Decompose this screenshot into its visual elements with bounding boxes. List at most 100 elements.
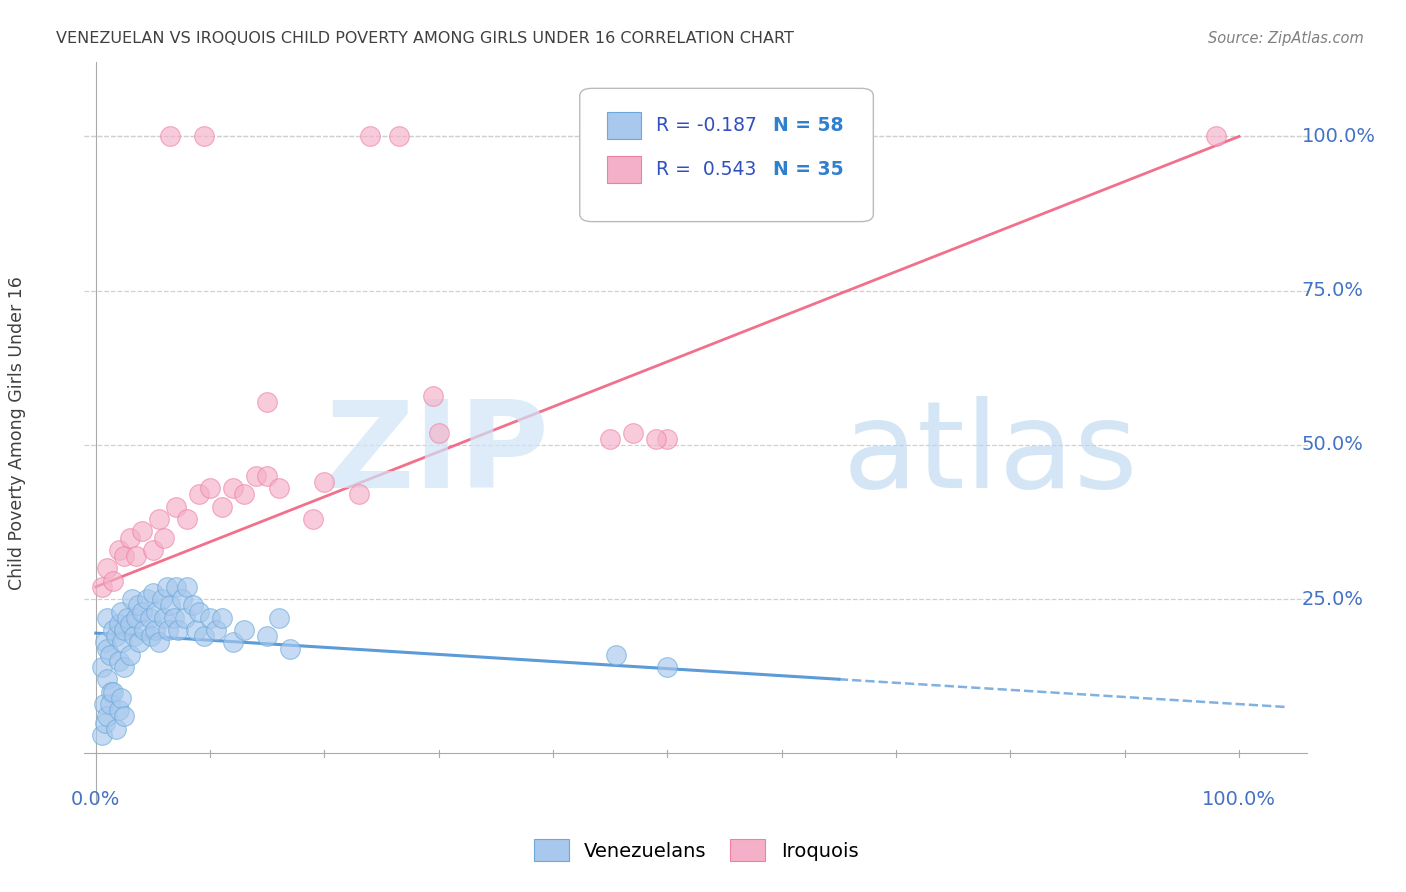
Point bbox=[98, 648, 121, 662]
Point bbox=[143, 623, 166, 637]
Point bbox=[233, 487, 256, 501]
Text: VENEZUELAN VS IROQUOIS CHILD POVERTY AMONG GIRLS UNDER 16 CORRELATION CHART: VENEZUELAN VS IROQUOIS CHILD POVERTY AMO… bbox=[56, 31, 794, 46]
Point bbox=[314, 475, 336, 489]
Point bbox=[139, 629, 162, 643]
Point bbox=[96, 641, 118, 656]
Point bbox=[101, 574, 124, 588]
Point bbox=[128, 635, 150, 649]
Text: Child Poverty Among Girls Under 16: Child Poverty Among Girls Under 16 bbox=[8, 276, 27, 590]
Point bbox=[156, 580, 179, 594]
Point bbox=[131, 524, 153, 539]
Point bbox=[96, 709, 118, 723]
Point bbox=[107, 654, 129, 668]
Point bbox=[93, 697, 115, 711]
Point bbox=[112, 660, 135, 674]
Text: 25.0%: 25.0% bbox=[1302, 590, 1364, 608]
Text: 50.0%: 50.0% bbox=[1302, 435, 1364, 454]
Point bbox=[159, 129, 181, 144]
Point bbox=[167, 623, 190, 637]
Text: R =  0.543: R = 0.543 bbox=[655, 161, 756, 179]
Point bbox=[153, 611, 176, 625]
Point bbox=[347, 487, 370, 501]
Point bbox=[94, 715, 117, 730]
Point bbox=[193, 629, 215, 643]
Text: ZIP: ZIP bbox=[325, 396, 550, 513]
Point bbox=[198, 481, 221, 495]
Point bbox=[148, 512, 170, 526]
Text: Source: ZipAtlas.com: Source: ZipAtlas.com bbox=[1208, 31, 1364, 46]
Text: N = 58: N = 58 bbox=[773, 116, 844, 135]
Point bbox=[122, 629, 145, 643]
Point bbox=[657, 660, 679, 674]
Point bbox=[98, 697, 121, 711]
Legend: Venezuelans, Iroquois: Venezuelans, Iroquois bbox=[527, 833, 865, 867]
Point bbox=[90, 660, 112, 674]
Point bbox=[181, 599, 204, 613]
Point bbox=[174, 611, 197, 625]
Point bbox=[657, 432, 679, 446]
Point bbox=[621, 425, 644, 440]
Point bbox=[125, 611, 148, 625]
Point bbox=[142, 542, 165, 557]
Point bbox=[107, 542, 129, 557]
Point bbox=[94, 635, 117, 649]
Point bbox=[127, 599, 149, 613]
Point bbox=[645, 432, 668, 446]
Point bbox=[156, 623, 179, 637]
Point bbox=[165, 500, 187, 514]
Point bbox=[170, 592, 193, 607]
Text: R = -0.187: R = -0.187 bbox=[655, 116, 756, 135]
Point bbox=[120, 531, 142, 545]
Point bbox=[111, 635, 134, 649]
Point bbox=[176, 512, 198, 526]
Point bbox=[115, 611, 138, 625]
Point bbox=[1205, 129, 1227, 144]
Point bbox=[599, 432, 621, 446]
Point bbox=[107, 703, 129, 717]
Point bbox=[205, 623, 228, 637]
Point bbox=[359, 129, 381, 144]
Point bbox=[105, 629, 128, 643]
Point bbox=[148, 635, 170, 649]
Point bbox=[131, 605, 153, 619]
Point bbox=[96, 561, 118, 575]
Point bbox=[222, 635, 245, 649]
Point bbox=[162, 611, 184, 625]
Point bbox=[100, 685, 122, 699]
Point bbox=[222, 481, 245, 495]
Point bbox=[112, 549, 135, 563]
Point bbox=[233, 623, 256, 637]
Point bbox=[605, 648, 627, 662]
Point bbox=[101, 685, 124, 699]
Point bbox=[245, 468, 267, 483]
Point bbox=[90, 728, 112, 742]
Point bbox=[96, 611, 118, 625]
Point bbox=[136, 592, 159, 607]
Point bbox=[165, 580, 187, 594]
Point bbox=[90, 580, 112, 594]
Point bbox=[267, 611, 290, 625]
Point bbox=[125, 549, 148, 563]
Point bbox=[256, 629, 278, 643]
Point bbox=[150, 592, 173, 607]
Text: atlas: atlas bbox=[842, 396, 1139, 513]
Point bbox=[110, 605, 132, 619]
Point bbox=[112, 623, 135, 637]
FancyBboxPatch shape bbox=[606, 156, 641, 183]
Text: 100.0%: 100.0% bbox=[1202, 790, 1277, 809]
Point bbox=[112, 709, 135, 723]
Point bbox=[96, 673, 118, 687]
Text: 100.0%: 100.0% bbox=[1302, 127, 1376, 146]
Point bbox=[105, 722, 128, 736]
Point bbox=[302, 512, 325, 526]
Point bbox=[211, 500, 233, 514]
Point bbox=[132, 623, 155, 637]
Point bbox=[110, 690, 132, 705]
Point bbox=[256, 468, 278, 483]
Point bbox=[120, 616, 142, 631]
Text: 75.0%: 75.0% bbox=[1302, 281, 1364, 301]
Point bbox=[211, 611, 233, 625]
Point bbox=[176, 580, 198, 594]
Point bbox=[256, 394, 278, 409]
Point bbox=[159, 599, 181, 613]
